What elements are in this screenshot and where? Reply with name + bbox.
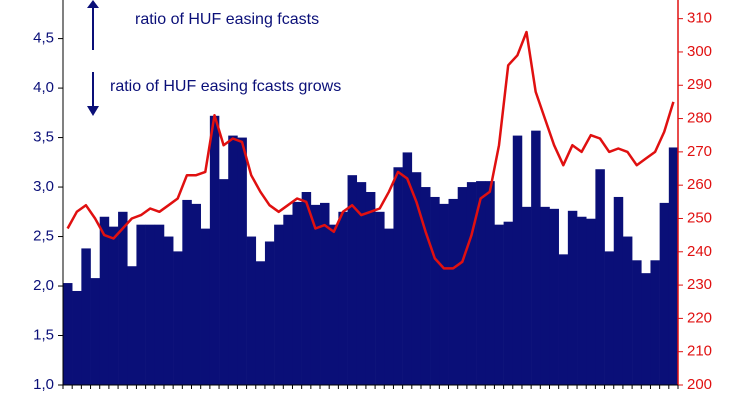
- bar: [347, 175, 358, 385]
- bar: [255, 261, 266, 385]
- arrows: [87, 0, 99, 116]
- bar: [567, 210, 578, 385]
- y-tick-label: 1,0: [33, 376, 54, 393]
- y2-tick-label: 270: [687, 143, 712, 160]
- bar: [531, 130, 541, 385]
- bar: [384, 228, 394, 385]
- bar: [356, 182, 367, 385]
- bar: [81, 248, 91, 385]
- annotation: ratio of HUF easing fcasts: [135, 11, 319, 28]
- bar: [72, 290, 82, 385]
- bar: [430, 196, 440, 385]
- bar: [237, 137, 247, 385]
- bar: [466, 182, 477, 385]
- bar: [659, 202, 670, 385]
- bar: [476, 181, 486, 385]
- bar: [283, 214, 293, 385]
- bar: [154, 224, 165, 385]
- bar: [558, 254, 569, 385]
- y-tick-label: 3,0: [33, 178, 54, 195]
- bar: [301, 192, 312, 385]
- y2-tick-label: 260: [687, 176, 712, 193]
- line: [66, 30, 675, 270]
- bar: [365, 192, 376, 385]
- bar: [145, 224, 156, 385]
- bar: [420, 187, 431, 385]
- y2-tick-label: 250: [687, 209, 712, 226]
- bar: [200, 228, 211, 385]
- bar: [182, 199, 192, 385]
- bar: [320, 202, 330, 385]
- bar: [411, 172, 422, 385]
- bar: [393, 167, 403, 385]
- y2-tick-label: 300: [687, 43, 712, 60]
- y2-tick-label: 200: [687, 376, 712, 393]
- bar: [622, 236, 633, 385]
- y2-tick-label: 210: [687, 343, 712, 360]
- y2-tick-label: 240: [687, 243, 712, 260]
- bar: [595, 169, 605, 385]
- bar: [264, 241, 275, 385]
- bar: [448, 198, 459, 385]
- bar: [163, 236, 174, 385]
- bar: [338, 211, 348, 385]
- bar: [209, 115, 220, 386]
- y-tick-label: 1,5: [33, 326, 54, 343]
- bar: [641, 273, 651, 385]
- y2-tick-label: 230: [687, 276, 712, 293]
- bar: [457, 187, 468, 385]
- bar: [577, 216, 587, 385]
- bar: [549, 208, 559, 385]
- bar: [99, 216, 110, 385]
- y2-tick-label: 220: [687, 309, 712, 326]
- bar: [512, 135, 523, 385]
- bar: [668, 147, 679, 385]
- bar: [329, 224, 339, 385]
- bar: [540, 206, 550, 385]
- bar: [90, 278, 101, 385]
- y2-tick-label: 290: [687, 76, 712, 93]
- bar: [439, 203, 449, 385]
- bar: [118, 211, 128, 385]
- y-tick-label: 3,5: [33, 129, 54, 146]
- bar: [127, 266, 137, 385]
- annotation: ratio of HUF easing fcasts grows: [110, 78, 341, 95]
- bar: [632, 260, 642, 385]
- y2-tick-label: 310: [687, 10, 712, 27]
- y-tick-label: 4,5: [33, 30, 54, 47]
- bar: [219, 179, 229, 385]
- bar: [274, 224, 284, 385]
- y-tick-label: 2,0: [33, 277, 54, 294]
- bar: [650, 260, 660, 385]
- bar: [136, 224, 146, 385]
- bar: [604, 251, 615, 385]
- y-tick-label: 4,0: [33, 79, 54, 96]
- bar: [310, 204, 321, 385]
- bar: [292, 201, 302, 385]
- bar: [191, 203, 201, 385]
- bar: [503, 221, 514, 385]
- bar: [63, 283, 73, 385]
- bar: [485, 181, 495, 385]
- bar: [494, 224, 504, 385]
- bar: [586, 218, 596, 385]
- bar: [402, 152, 413, 385]
- bar: [246, 236, 257, 385]
- y2-tick-label: 280: [687, 110, 712, 127]
- bar: [108, 226, 119, 385]
- bar: [375, 211, 385, 385]
- bar: [228, 135, 238, 385]
- bar: [613, 196, 624, 385]
- y-tick-label: 2,5: [33, 228, 54, 245]
- bar: [173, 251, 183, 385]
- bar: [521, 206, 532, 385]
